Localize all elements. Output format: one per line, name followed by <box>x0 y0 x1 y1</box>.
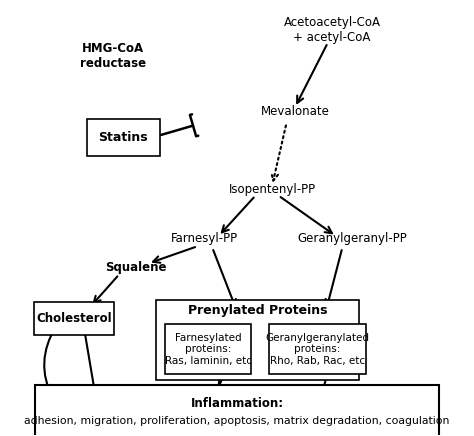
FancyBboxPatch shape <box>156 300 359 381</box>
Text: Acetoacetyl-CoA
+ acetyl-CoA: Acetoacetyl-CoA + acetyl-CoA <box>283 16 381 44</box>
Text: Isopentenyl-PP: Isopentenyl-PP <box>228 184 316 196</box>
Text: Inflammation:: Inflammation: <box>191 397 283 410</box>
Text: Mevalonate: Mevalonate <box>260 106 329 118</box>
Text: Farnesylated
proteins:
Ras, laminin, etc: Farnesylated proteins: Ras, laminin, etc <box>164 333 252 366</box>
FancyBboxPatch shape <box>35 385 439 436</box>
Text: Geranylgeranylated
proteins:
Rho, Rab, Rac, etc: Geranylgeranylated proteins: Rho, Rab, R… <box>265 333 370 366</box>
Text: Prenylated Proteins: Prenylated Proteins <box>188 304 328 317</box>
FancyBboxPatch shape <box>269 324 366 374</box>
Text: HMG-CoA
reductase: HMG-CoA reductase <box>80 41 146 69</box>
Text: Cholesterol: Cholesterol <box>36 312 111 325</box>
FancyBboxPatch shape <box>34 302 114 335</box>
Text: Farnesyl-PP: Farnesyl-PP <box>170 232 237 245</box>
Text: Squalene: Squalene <box>105 261 166 274</box>
Text: Geranylgeranyl-PP: Geranylgeranyl-PP <box>298 232 408 245</box>
Text: Statins: Statins <box>99 131 148 144</box>
FancyBboxPatch shape <box>87 119 160 156</box>
Text: adhesion, migration, proliferation, apoptosis, matrix degradation, coagulation: adhesion, migration, proliferation, apop… <box>24 416 450 426</box>
FancyBboxPatch shape <box>164 324 252 374</box>
